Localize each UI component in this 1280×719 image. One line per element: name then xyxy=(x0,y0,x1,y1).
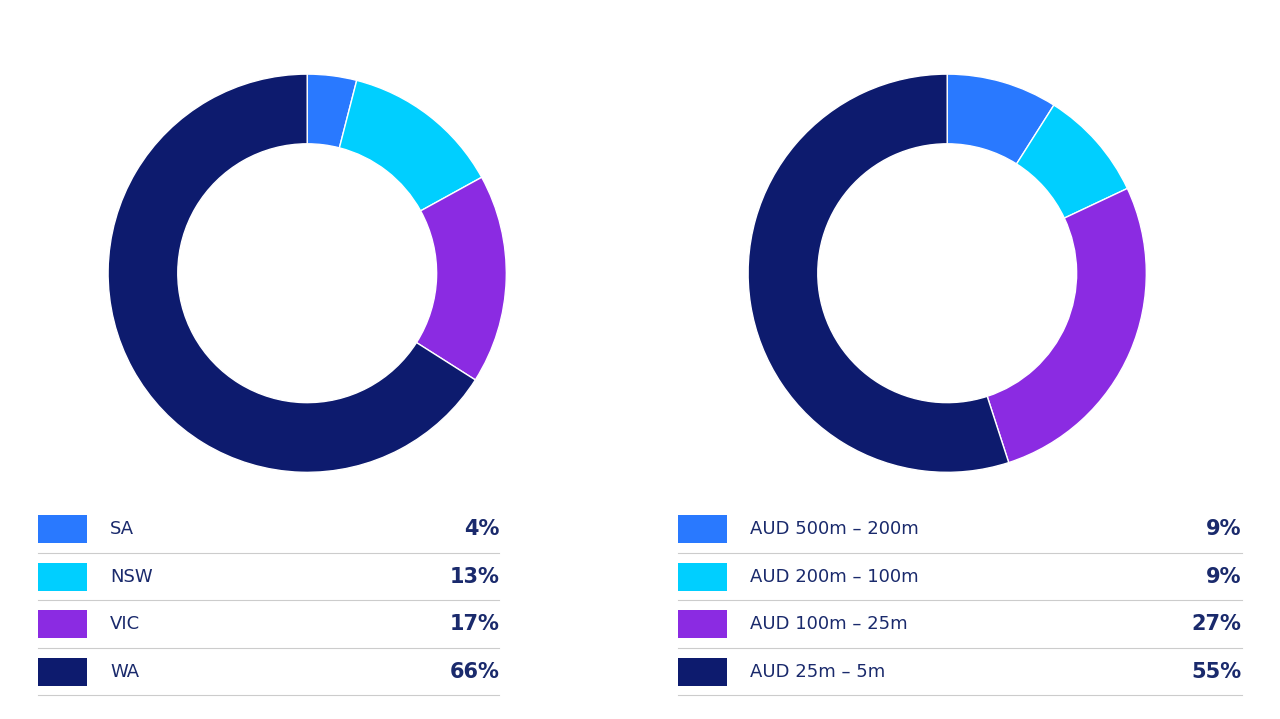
Text: AUD 500m – 200m: AUD 500m – 200m xyxy=(750,520,919,539)
Wedge shape xyxy=(987,188,1147,462)
Wedge shape xyxy=(307,74,357,148)
Wedge shape xyxy=(416,178,507,380)
FancyBboxPatch shape xyxy=(678,515,727,544)
Text: 66%: 66% xyxy=(449,661,499,682)
Text: VIC: VIC xyxy=(110,615,141,633)
Text: 55%: 55% xyxy=(1192,661,1242,682)
Text: 9%: 9% xyxy=(1206,519,1242,539)
FancyBboxPatch shape xyxy=(678,610,727,638)
Text: AUD 100m – 25m: AUD 100m – 25m xyxy=(750,615,908,633)
Text: NSW: NSW xyxy=(110,567,152,586)
Text: AUD 25m – 5m: AUD 25m – 5m xyxy=(750,662,886,681)
Text: 17%: 17% xyxy=(449,614,499,634)
Text: 4%: 4% xyxy=(463,519,499,539)
Text: AUD 200m – 100m: AUD 200m – 100m xyxy=(750,567,919,586)
FancyBboxPatch shape xyxy=(38,657,87,686)
Text: 13%: 13% xyxy=(449,567,499,587)
FancyBboxPatch shape xyxy=(38,515,87,544)
Wedge shape xyxy=(947,74,1053,164)
Text: WA: WA xyxy=(110,662,140,681)
FancyBboxPatch shape xyxy=(678,657,727,686)
FancyBboxPatch shape xyxy=(38,562,87,591)
Text: SA: SA xyxy=(110,520,134,539)
Wedge shape xyxy=(339,81,481,211)
Wedge shape xyxy=(1016,105,1128,218)
FancyBboxPatch shape xyxy=(38,610,87,638)
Wedge shape xyxy=(748,74,1009,472)
FancyBboxPatch shape xyxy=(678,562,727,591)
Wedge shape xyxy=(108,74,475,472)
Text: 9%: 9% xyxy=(1206,567,1242,587)
Text: 27%: 27% xyxy=(1192,614,1242,634)
